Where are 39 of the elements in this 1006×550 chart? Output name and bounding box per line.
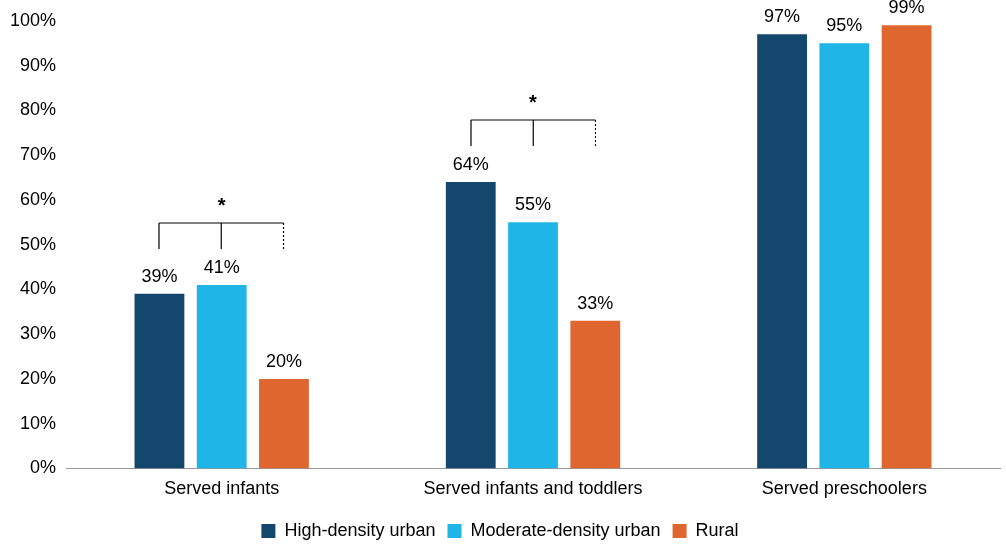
annotation: * [216,193,227,216]
x-tick-label: Served infants and toddlers [423,478,643,499]
bar [881,25,932,469]
text: 55% [515,194,552,215]
text: 64% [452,153,489,174]
x-tick-label: Served preschoolers [761,478,927,499]
bar [134,293,185,469]
text: 33% [577,292,614,313]
significance-bracket: * [469,87,597,146]
text: 99% [888,0,925,18]
legend-label: Rural [695,519,739,540]
legend-label: High-density urban [284,519,436,540]
annotation: * [528,90,538,113]
legend-label: Moderate-density urban [470,519,661,540]
y-tick-label: 90% [20,54,57,75]
y-tick-label: 60% [20,188,57,209]
y-tick-label: 100% [9,9,57,30]
y-tick-label: 80% [20,99,57,120]
y-tick-label: 10% [20,412,57,433]
text: 41% [203,256,240,277]
y-tick-label: 20% [20,367,57,388]
bar [570,320,621,469]
text: 20% [265,350,302,371]
bar [508,222,558,469]
significance-bracket: * [158,190,285,249]
bar [259,378,309,469]
y-tick-label: 70% [20,144,57,165]
text: 39% [141,265,178,286]
bar [196,284,247,469]
y-tick-label: 50% [20,233,57,254]
bar [445,181,496,469]
text: 95% [826,15,863,36]
y-tick-label: 40% [20,278,57,299]
y-tick-label: 30% [20,323,57,344]
y-tick-label: 0% [30,457,57,478]
text: 97% [764,6,801,27]
bar [819,43,870,469]
x-tick-label: Served infants [164,478,280,499]
bar [757,34,807,469]
